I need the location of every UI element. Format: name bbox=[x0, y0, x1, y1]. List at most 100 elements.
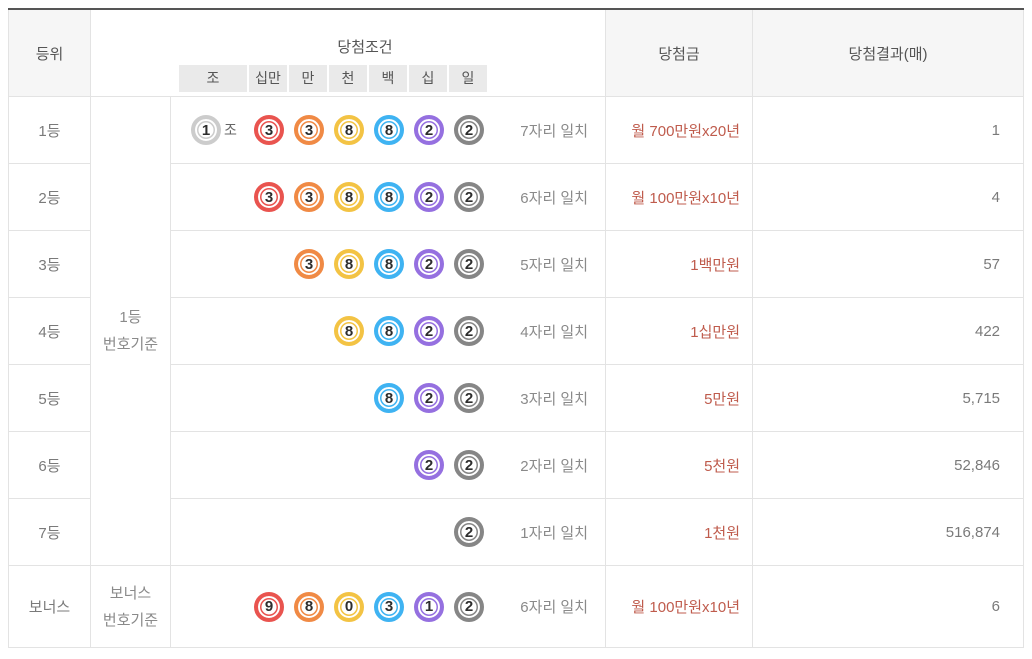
ball-slot-4: 2 bbox=[409, 314, 449, 348]
number-ball: 8 bbox=[334, 115, 364, 145]
number-ball: 3 bbox=[294, 249, 324, 279]
ball-slot-4: 2 bbox=[409, 180, 449, 214]
balls-cell: 8 8 2 2 4자리 일치 bbox=[169, 297, 607, 365]
prize-row: 3등 3 8 8 2 2 5자리 일치 1백만원 57 bbox=[8, 230, 1025, 298]
ball-slot-3: 8 bbox=[369, 180, 409, 214]
ball-slot-1: 3 bbox=[289, 247, 329, 281]
number-ball: 2 bbox=[414, 182, 444, 212]
ball-slot-2 bbox=[329, 515, 369, 549]
digit-label-2: 만 bbox=[289, 65, 327, 92]
criteria-line: 1등 bbox=[119, 309, 142, 326]
number-ball: 3 bbox=[374, 591, 404, 622]
prize-cell: 5만원 bbox=[605, 364, 754, 432]
ball-slot-jo bbox=[179, 247, 249, 281]
ball-slot-1: 3 bbox=[289, 180, 329, 214]
balls-cell: 2 1자리 일치 bbox=[169, 498, 607, 566]
prize-row: 5등 8 2 2 3자리 일치 5만원 5,715 bbox=[8, 364, 1025, 432]
ball-slot-2: 8 bbox=[329, 314, 369, 348]
rank-cell: 7등 bbox=[8, 498, 91, 566]
number-ball: 2 bbox=[454, 383, 484, 413]
ball-slot-5: 2 bbox=[449, 180, 489, 214]
ball-slot-4: 2 bbox=[409, 448, 449, 482]
result-count-cell: 4 bbox=[752, 163, 1025, 231]
ball-slot-4: 2 bbox=[409, 113, 449, 147]
ball-slot-0 bbox=[249, 381, 289, 415]
ball-slot-0: 3 bbox=[249, 113, 289, 147]
balls-cell: 8 2 2 3자리 일치 bbox=[169, 364, 607, 432]
ball-slot-1 bbox=[289, 381, 329, 415]
criteria-line: 번호기준 bbox=[102, 611, 159, 629]
balls-row: 8 8 2 2 4자리 일치 bbox=[171, 314, 605, 348]
ball-slot-jo bbox=[179, 590, 249, 624]
digit-label-4: 백 bbox=[369, 65, 407, 92]
balls-row: 3 3 8 8 2 2 6자리 일치 bbox=[171, 180, 605, 214]
ball-slot-3: 8 bbox=[369, 381, 409, 415]
prize-row: 2등 3 3 8 8 2 2 6자리 일치 월 100만원x10년 4 bbox=[8, 163, 1025, 231]
result-count-cell: 57 bbox=[752, 230, 1025, 298]
ball-slot-3: 3 bbox=[369, 590, 409, 624]
ball-slot-2: 0 bbox=[329, 590, 369, 624]
prize-row: 7등 2 1자리 일치 1천원 516,874 bbox=[8, 498, 1025, 566]
balls-cell: 2 2 2자리 일치 bbox=[169, 431, 607, 499]
ball-slot-2: 8 bbox=[329, 113, 369, 147]
ball-slot-jo bbox=[179, 180, 249, 214]
result-count-cell: 1 bbox=[752, 96, 1025, 164]
number-ball: 8 bbox=[374, 182, 404, 212]
balls-row: 9 8 0 3 1 2 6자리 일치 bbox=[171, 590, 605, 624]
ball-slot-4: 2 bbox=[409, 381, 449, 415]
result-count-cell: 6 bbox=[752, 565, 1025, 648]
match-label: 4자리 일치 bbox=[520, 323, 589, 341]
ball-slot-1: 3 bbox=[289, 113, 329, 147]
rank-cell: 3등 bbox=[8, 230, 91, 298]
col-header-prize: 당첨금 bbox=[605, 8, 754, 97]
balls-row: 1 조 3 3 8 8 2 2 7자리 일치 bbox=[171, 113, 605, 147]
number-ball: 3 bbox=[254, 182, 284, 212]
number-ball: 8 bbox=[374, 115, 404, 145]
prize-row: 1등 1등 번호기준 1 조 3 3 8 8 2 2 7자리 일치 월 700만원x20년 1 bbox=[8, 96, 1025, 566]
header-row: 등위 당첨조건 조 십만 만 천 백 십 일 당첨금 당첨결과(매) bbox=[8, 8, 1025, 97]
match-label: 6자리 일치 bbox=[520, 189, 589, 207]
prize-row: 6등 2 2 2자리 일치 5천원 52,846 bbox=[8, 431, 1025, 499]
ball-slot-0: 9 bbox=[249, 590, 289, 624]
col-header-condition: 당첨조건 조 십만 만 천 백 십 일 bbox=[89, 8, 607, 97]
match-label: 2자리 일치 bbox=[520, 457, 589, 475]
ball-slot-jo bbox=[179, 515, 249, 549]
jo-ball: 1 bbox=[191, 115, 222, 145]
ball-slot-0 bbox=[249, 247, 289, 281]
ball-slot-0 bbox=[249, 515, 289, 549]
ball-slot-5: 2 bbox=[449, 381, 489, 415]
rank-cell: 2등 bbox=[8, 163, 91, 231]
criteria-line: 보너스 bbox=[109, 584, 152, 602]
ball-slot-3 bbox=[369, 448, 409, 482]
result-count-cell: 516,874 bbox=[752, 498, 1025, 566]
lottery-result-panel: 등위 당첨조건 조 십만 만 천 백 십 일 당첨금 당첨결과(매) 1등 1등 번호기준 1 조 3… bbox=[8, 8, 1025, 648]
balls-row: 2 2 2자리 일치 bbox=[171, 448, 605, 482]
ball-slot-5: 2 bbox=[449, 247, 489, 281]
result-count-cell: 422 bbox=[752, 297, 1025, 365]
digit-label-5: 십 bbox=[409, 65, 447, 92]
ball-slot-5: 2 bbox=[449, 113, 489, 147]
ball-slot-2: 8 bbox=[329, 180, 369, 214]
balls-row: 3 8 8 2 2 5자리 일치 bbox=[171, 247, 605, 281]
number-ball: 0 bbox=[334, 591, 364, 622]
number-ball: 3 bbox=[294, 115, 324, 145]
result-count-cell: 52,846 bbox=[752, 431, 1025, 499]
ball-slot-3: 8 bbox=[369, 314, 409, 348]
ball-slot-0 bbox=[249, 314, 289, 348]
rank-cell: 4등 bbox=[8, 297, 91, 365]
ball-slot-3 bbox=[369, 515, 409, 549]
prize-row: 4등 8 8 2 2 4자리 일치 1십만원 422 bbox=[8, 297, 1025, 365]
ball-slot-0 bbox=[249, 448, 289, 482]
prize-cell: 5천원 bbox=[605, 431, 754, 499]
number-ball: 8 bbox=[294, 591, 324, 622]
number-ball: 2 bbox=[454, 249, 484, 279]
ball-slot-4: 1 bbox=[409, 590, 449, 624]
prize-cell: 월 700만원x20년 bbox=[605, 96, 754, 164]
number-ball: 2 bbox=[454, 450, 484, 480]
number-ball: 2 bbox=[414, 249, 444, 279]
digit-label-6: 일 bbox=[449, 65, 487, 92]
number-ball: 2 bbox=[454, 115, 484, 145]
ball-slot-5: 2 bbox=[449, 515, 489, 549]
